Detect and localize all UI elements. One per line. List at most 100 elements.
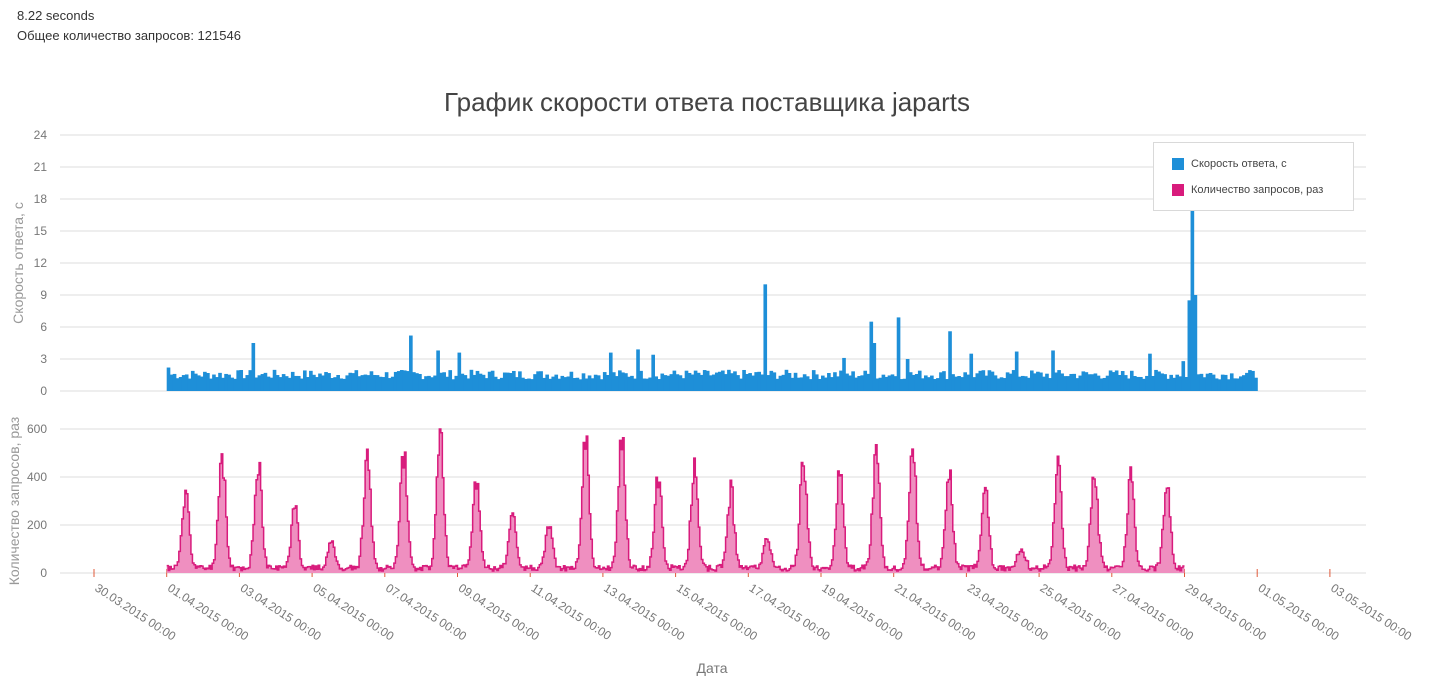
- speed-bar: [830, 377, 834, 391]
- speed-bar: [599, 379, 604, 391]
- speed-bar: [754, 372, 758, 391]
- speed-bar: [811, 370, 816, 391]
- speed-bar: [772, 372, 777, 391]
- speed-bar: [860, 375, 865, 391]
- speed-bar: [424, 376, 428, 391]
- speed-bar: [227, 374, 231, 391]
- speed-bar: [224, 373, 228, 391]
- speed-bar: [611, 372, 616, 391]
- speed-bar: [1154, 369, 1158, 391]
- speed-bar: [251, 343, 256, 391]
- speed-bar: [1239, 376, 1243, 391]
- legend-item-speed[interactable]: Скорость ответа, с: [1172, 158, 1287, 170]
- speed-bar: [1105, 375, 1110, 391]
- speed-bar: [866, 373, 871, 391]
- speed-bar: [321, 375, 325, 391]
- speed-bar: [187, 378, 192, 391]
- speed-bar: [402, 370, 407, 391]
- speed-bar: [975, 373, 980, 391]
- speed-bar: [472, 374, 477, 391]
- speed-bar: [672, 370, 677, 391]
- speed-bar: [212, 374, 216, 391]
- speed-bar: [739, 378, 743, 391]
- speed-bar: [560, 375, 565, 391]
- speed-bar: [230, 377, 234, 391]
- speed-bar: [1033, 373, 1037, 391]
- speed-bar: [851, 371, 855, 391]
- speed-bar: [1090, 374, 1095, 391]
- speed-bar: [260, 374, 265, 391]
- speed-bar: [675, 374, 680, 391]
- speed-bar: [908, 372, 913, 391]
- speed-bar: [1166, 378, 1170, 391]
- speed-bar: [487, 371, 492, 391]
- speed-bar: [290, 371, 295, 391]
- speed-bar: [630, 375, 634, 391]
- speed-bar: [557, 378, 562, 391]
- speed-bar: [572, 378, 577, 391]
- speed-bar: [1054, 372, 1058, 391]
- speed-bar: [190, 370, 195, 391]
- speed-bar: [436, 350, 440, 391]
- legend-item-requests[interactable]: Количество запросов, раз: [1172, 184, 1323, 196]
- speed-bar: [296, 375, 301, 391]
- speed-bar: [663, 375, 668, 391]
- speed-bar: [1148, 353, 1152, 391]
- speed-bar: [920, 378, 925, 391]
- speed-bar: [299, 378, 304, 391]
- speed-bar: [551, 376, 556, 391]
- speed-bar: [960, 377, 964, 391]
- speed-bar: [690, 374, 695, 391]
- speed-bar: [1030, 370, 1034, 391]
- speed-bar: [245, 375, 250, 391]
- speed-bar: [808, 379, 813, 391]
- speed-bar: [887, 375, 892, 391]
- speed-bar: [206, 373, 210, 391]
- speed-bar: [757, 371, 762, 391]
- speed-bar: [1205, 373, 1210, 391]
- speed-bar: [209, 378, 213, 391]
- y-tick-label: 0: [40, 384, 47, 398]
- y-tick-label: 0: [40, 566, 47, 580]
- speed-bar: [263, 372, 268, 391]
- speed-bar: [933, 379, 937, 391]
- speed-bar: [1114, 370, 1119, 391]
- y-tick-label: 600: [27, 422, 47, 436]
- legend-swatch-speed: [1172, 158, 1184, 170]
- speed-bar: [542, 377, 546, 391]
- speed-bar: [842, 357, 846, 391]
- speed-bar: [905, 359, 910, 391]
- speed-bar: [499, 377, 504, 391]
- speed-bar: [593, 374, 598, 391]
- speed-bar: [566, 376, 571, 391]
- speed-bar: [1129, 370, 1134, 391]
- speed-bar: [863, 370, 868, 391]
- speed-bar: [469, 369, 474, 391]
- speed-bar: [1133, 376, 1137, 391]
- speed-bar: [545, 374, 549, 391]
- total-requests: Общее количество запросов: 121546: [17, 28, 241, 43]
- speed-bar: [1217, 379, 1222, 391]
- speed-bar: [621, 372, 625, 391]
- speed-bar: [1008, 373, 1013, 391]
- speed-bar: [869, 321, 874, 391]
- speed-bar: [330, 378, 334, 391]
- speed-bar: [166, 367, 171, 391]
- speed-bar: [942, 371, 946, 391]
- speed-series: [166, 204, 1258, 391]
- speed-bar: [1057, 370, 1061, 391]
- speed-bar: [448, 370, 453, 391]
- speed-bar: [957, 376, 961, 391]
- speed-bar: [184, 374, 189, 391]
- speed-bar: [569, 371, 574, 391]
- speed-bar: [1072, 373, 1077, 391]
- speed-bar: [736, 375, 740, 391]
- speed-bar: [817, 378, 822, 391]
- speed-bar: [196, 375, 201, 391]
- speed-bar: [533, 374, 537, 391]
- speed-bar: [275, 375, 280, 391]
- speed-bar: [399, 370, 404, 391]
- speed-bar: [963, 372, 967, 391]
- speed-bar: [624, 373, 628, 391]
- speed-bar: [466, 378, 471, 391]
